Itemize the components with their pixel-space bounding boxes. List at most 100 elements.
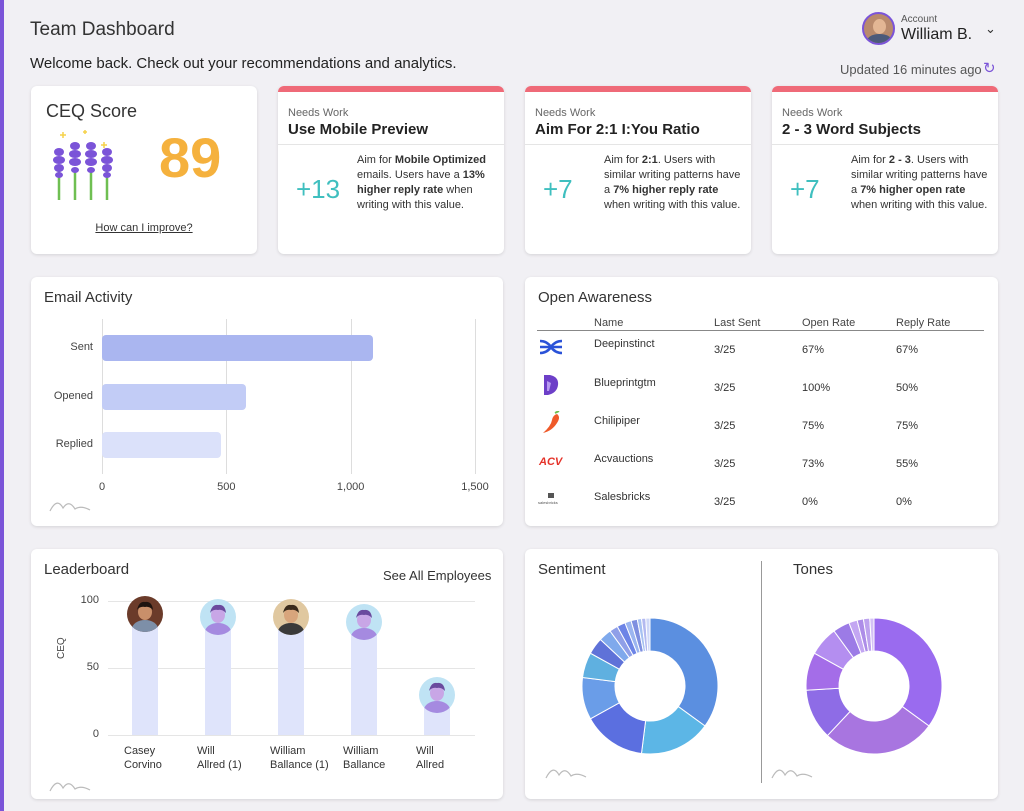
cell-open-rate: 100% (802, 382, 831, 394)
recommendation-card-i-you-ratio: Needs Work Aim For 2:1 I:You Ratio +7 Ai… (525, 86, 751, 254)
avatar (127, 596, 163, 633)
x-tick-label: 1,000 (336, 481, 365, 493)
name-line: Corvino (124, 759, 162, 771)
rec-status: Needs Work (288, 107, 349, 119)
bar-employee[interactable] (278, 617, 304, 735)
employee-name: William Ballance (1) (270, 744, 344, 772)
salesbricks-logo: salesbricks (538, 493, 558, 505)
column-header-open-rate[interactable]: Open Rate (802, 317, 856, 329)
svg-text:salesbricks: salesbricks (538, 500, 558, 505)
updated-timestamp: Updated 16 minutes ago (840, 62, 982, 77)
email-activity-card: Email Activity 0 500 1,000 1,500 Sent Opened R… (31, 277, 503, 526)
cell-name[interactable]: Blueprintgtm (594, 377, 656, 389)
cell-open-rate: 67% (802, 344, 825, 356)
avatar (346, 604, 382, 641)
cell-open-rate: 75% (802, 420, 825, 432)
x-tick-label: 0 (98, 481, 106, 493)
x-tick-label: 1,500 (461, 481, 489, 493)
svg-text:ACV: ACV (538, 456, 564, 468)
cell-reply-rate: 55% (896, 458, 919, 470)
sentiment-donut-chart[interactable] (580, 616, 720, 756)
category-label: Opened (53, 390, 93, 402)
column-header-last-sent[interactable]: Last Sent (714, 317, 761, 329)
rec-status: Needs Work (535, 107, 596, 119)
cell-reply-rate: 0% (896, 496, 912, 508)
avatar (200, 599, 236, 636)
category-label: Sent (70, 341, 93, 353)
leaderboard-card: Leaderboard See All Employees CEQ 100 50 0… (31, 549, 503, 799)
chevron-down-icon[interactable]: ⌄ (985, 21, 996, 36)
x-tick-label: 500 (217, 481, 236, 493)
refresh-icon[interactable]: ↻ (983, 60, 996, 77)
name-line: William (343, 745, 379, 757)
chilipiper-logo (543, 411, 560, 433)
bar-sent[interactable] (102, 335, 374, 361)
see-all-employees-link[interactable]: See All Employees (383, 568, 492, 583)
ceq-score-card: CEQ Score 89 How can I improve? (31, 86, 257, 254)
blueprintgtm-logo (544, 375, 559, 395)
bar-opened[interactable] (102, 384, 247, 410)
y-axis-label: CEQ (56, 637, 67, 659)
donut-slice[interactable] (873, 617, 943, 727)
cell-last-sent: 3/25 (714, 496, 736, 508)
rec-delta: +7 (790, 174, 820, 204)
cell-name[interactable]: Chilipiper (594, 415, 640, 427)
sentiment-tones-card: Sentiment Tones (525, 549, 998, 799)
account-name: William B. (901, 26, 973, 43)
bar-employee[interactable] (132, 614, 158, 735)
rec-description: Aim for 2 - 3. Users with similar writin… (851, 154, 988, 211)
wave-icon (545, 769, 587, 779)
employee-name: William Ballance (343, 744, 417, 772)
card-title: Open Awareness (538, 289, 652, 306)
donut-slice[interactable] (645, 617, 651, 652)
bar-replied[interactable] (102, 432, 222, 458)
name-line: Ballance (343, 759, 386, 771)
column-header-name[interactable]: Name (594, 317, 624, 329)
name-line: Allred (416, 759, 445, 771)
status-bar (525, 86, 751, 92)
cell-name[interactable]: Salesbricks (594, 491, 651, 503)
employee-name: Will Allred (416, 744, 490, 772)
rec-title: Use Mobile Preview (288, 121, 429, 138)
bar-employee[interactable] (205, 617, 231, 735)
rec-title: 2 - 3 Word Subjects (782, 121, 921, 138)
account-menu[interactable]: Account William B. ⌄ (862, 12, 1012, 52)
recommendation-card-mobile-preview: Needs Work Use Mobile Preview +13 Aim fo… (278, 86, 504, 254)
rec-delta: +7 (543, 174, 573, 204)
employee-name: Casey Corvino (124, 744, 198, 772)
cell-name[interactable]: Deepinstinct (594, 338, 655, 350)
sentiment-title: Sentiment (538, 561, 606, 578)
donut-slice[interactable] (869, 617, 875, 652)
card-title: Leaderboard (44, 561, 130, 578)
cell-last-sent: 3/25 (714, 344, 736, 356)
wave-icon (49, 782, 91, 792)
category-label: Replied (55, 438, 93, 450)
account-label: Account (901, 14, 938, 25)
cell-reply-rate: 75% (896, 420, 919, 432)
column-header-reply-rate[interactable]: Reply Rate (896, 317, 951, 329)
rec-status: Needs Work (782, 107, 843, 119)
open-awareness-card: Open Awareness Name Last Sent Open Rate … (525, 277, 998, 526)
tones-donut-chart[interactable] (804, 616, 944, 756)
ceq-title: CEQ Score (46, 101, 138, 121)
rec-delta: +13 (296, 174, 341, 204)
cell-open-rate: 73% (802, 458, 825, 470)
how-can-i-improve-link[interactable]: How can I improve? (95, 222, 193, 234)
cell-last-sent: 3/25 (714, 382, 736, 394)
name-line: Ballance (1) (270, 759, 329, 771)
ceq-score-value: 89 (159, 126, 222, 189)
donut-slice[interactable] (649, 617, 719, 727)
bar-employee[interactable] (351, 622, 377, 735)
y-tick-label: 100 (80, 594, 99, 606)
cell-last-sent: 3/25 (714, 458, 736, 470)
divider (278, 144, 504, 145)
lavender-icon (53, 130, 113, 200)
page-title: Team Dashboard (30, 19, 175, 40)
status-bar (278, 86, 504, 92)
cell-name[interactable]: Acvauctions (594, 453, 654, 465)
employee-name: Will Allred (1) (197, 744, 271, 772)
left-rail (0, 0, 4, 811)
name-line: Casey (124, 745, 156, 757)
name-line: William (270, 745, 306, 757)
recommendation-card-word-subjects: Needs Work 2 - 3 Word Subjects +7 Aim fo… (772, 86, 998, 254)
